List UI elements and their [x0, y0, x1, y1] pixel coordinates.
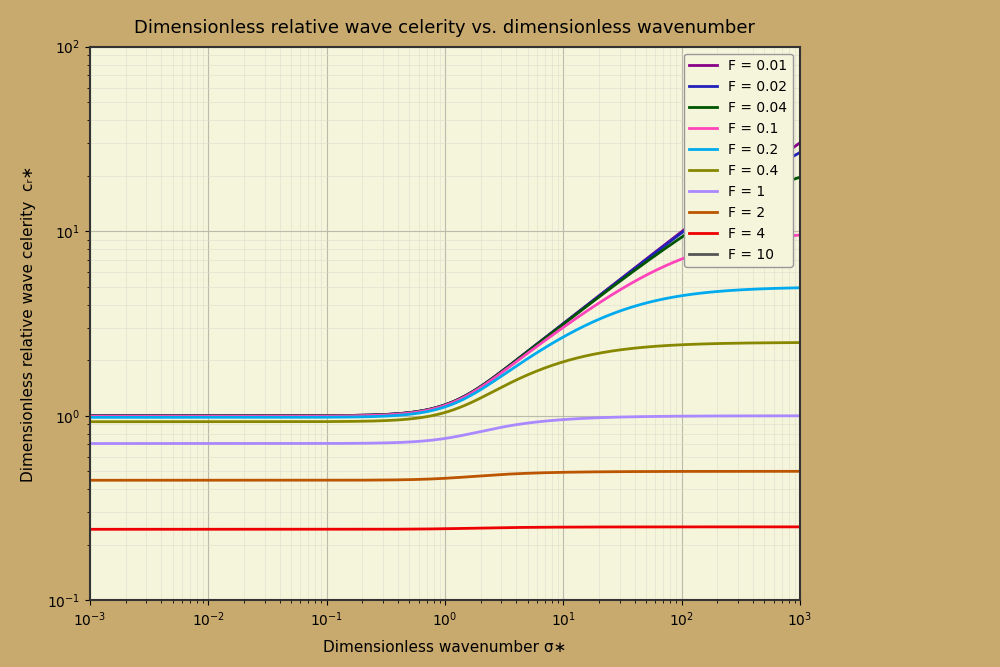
F = 0.01	[213, 412, 225, 420]
F = 0.1	[510, 358, 522, 366]
F = 0.1	[84, 412, 96, 420]
F = 4	[355, 526, 367, 534]
F = 1	[355, 440, 367, 448]
F = 1	[84, 440, 96, 448]
F = 0.2	[213, 414, 225, 422]
F = 0.01	[510, 357, 522, 365]
F = 0.4	[213, 418, 225, 426]
F = 0.1	[668, 258, 680, 266]
F = 0.2	[614, 307, 626, 315]
F = 0.04	[510, 357, 522, 365]
Line: F = 0.2: F = 0.2	[90, 287, 800, 418]
F = 4	[546, 523, 558, 531]
F = 0.02	[213, 412, 225, 420]
F = 0.01	[546, 329, 558, 337]
Line: F = 2: F = 2	[90, 472, 800, 480]
F = 2	[614, 468, 626, 476]
F = 2	[213, 476, 225, 484]
F = 0.01	[614, 275, 626, 283]
F = 0.04	[794, 173, 806, 181]
F = 4	[510, 524, 522, 532]
F = 0.2	[510, 362, 522, 370]
Title: Dimensionless relative wave celerity vs. dimensionless wavenumber: Dimensionless relative wave celerity vs.…	[134, 19, 756, 37]
F = 2	[546, 468, 558, 476]
F = 4	[794, 523, 806, 531]
F = 0.02	[510, 357, 522, 365]
F = 0.04	[84, 412, 96, 420]
F = 0.04	[546, 329, 558, 337]
F = 0.02	[794, 149, 806, 157]
F = 4	[213, 526, 225, 534]
F = 1	[510, 421, 522, 429]
F = 2	[355, 476, 367, 484]
F = 1	[794, 412, 806, 420]
F = 1	[614, 413, 626, 421]
F = 4	[84, 526, 96, 534]
Y-axis label: Dimensionless relative wave celerity  cᵣ∗: Dimensionless relative wave celerity cᵣ∗	[21, 165, 36, 482]
F = 0.2	[668, 293, 680, 301]
F = 0.1	[213, 412, 225, 420]
F = 0.4	[510, 376, 522, 384]
F = 0.4	[546, 362, 558, 370]
F = 0.4	[794, 339, 806, 347]
F = 0.2	[84, 414, 96, 422]
F = 0.01	[84, 412, 96, 420]
F = 0.1	[794, 231, 806, 239]
F = 4	[614, 523, 626, 531]
Line: F = 0.02: F = 0.02	[90, 153, 800, 416]
F = 0.01	[355, 412, 367, 420]
Line: F = 0.1: F = 0.1	[90, 235, 800, 416]
F = 4	[668, 523, 680, 531]
F = 2	[668, 468, 680, 476]
F = 2	[794, 468, 806, 476]
F = 0.02	[84, 412, 96, 420]
Line: F = 0.4: F = 0.4	[90, 343, 800, 422]
Line: F = 1: F = 1	[90, 416, 800, 444]
Line: F = 0.01: F = 0.01	[90, 143, 800, 416]
F = 1	[546, 416, 558, 424]
F = 0.4	[84, 418, 96, 426]
F = 0.02	[668, 235, 680, 243]
F = 0.04	[355, 412, 367, 420]
F = 0.2	[355, 413, 367, 421]
F = 0.2	[794, 283, 806, 291]
F = 0.1	[355, 412, 367, 420]
F = 0.01	[668, 233, 680, 241]
F = 0.02	[355, 412, 367, 420]
F = 1	[213, 440, 225, 448]
Line: F = 0.04: F = 0.04	[90, 177, 800, 416]
F = 0.4	[614, 346, 626, 354]
F = 2	[84, 476, 96, 484]
F = 1	[668, 412, 680, 420]
F = 0.04	[213, 412, 225, 420]
F = 0.4	[668, 341, 680, 349]
X-axis label: Dimensionless wavenumber σ∗: Dimensionless wavenumber σ∗	[323, 640, 567, 655]
F = 2	[510, 470, 522, 478]
F = 0.01	[794, 139, 806, 147]
F = 0.02	[614, 276, 626, 284]
F = 0.1	[614, 286, 626, 294]
F = 0.1	[546, 331, 558, 340]
F = 0.4	[355, 418, 367, 426]
F = 0.02	[546, 329, 558, 337]
F = 0.04	[614, 277, 626, 285]
Line: F = 4: F = 4	[90, 527, 800, 530]
F = 0.04	[668, 239, 680, 247]
Legend: F = 0.01, F = 0.02, F = 0.04, F = 0.1, F = 0.2, F = 0.4, F = 1, F = 2, F = 4, F : F = 0.01, F = 0.02, F = 0.04, F = 0.1, F…	[684, 53, 793, 267]
F = 0.2	[546, 340, 558, 348]
